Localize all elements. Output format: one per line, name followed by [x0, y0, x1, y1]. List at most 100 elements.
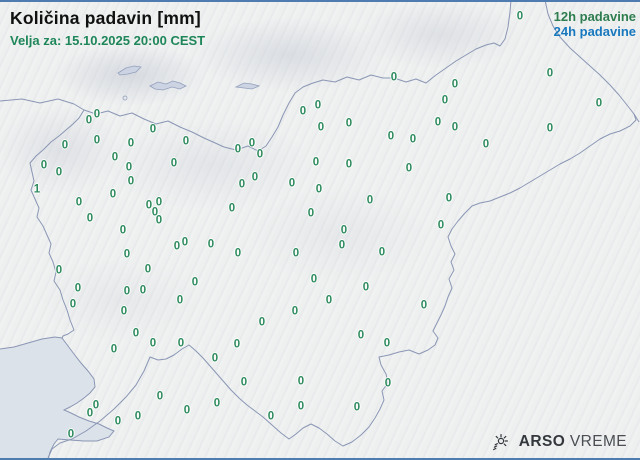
map-header: Količina padavin [mm] Velja za: 15.10.20… — [10, 8, 205, 48]
station-value: 0 — [207, 238, 215, 251]
station-value: 0 — [125, 161, 133, 174]
station-value: 0 — [387, 130, 395, 143]
station-value: 0 — [93, 108, 101, 121]
station-value: 0 — [149, 337, 157, 350]
station-value: 0 — [111, 151, 119, 164]
station-value: 0 — [191, 276, 199, 289]
station-value: 0 — [299, 105, 307, 118]
station-value: 0 — [307, 207, 315, 220]
station-value: 0 — [345, 158, 353, 171]
station-value: 0 — [134, 410, 142, 423]
station-value: 0 — [357, 329, 365, 342]
station-value: 0 — [85, 114, 93, 127]
station-value: 0 — [338, 239, 346, 252]
station-value: 0 — [451, 121, 459, 134]
station-value: 0 — [325, 294, 333, 307]
station-value: 0 — [211, 352, 219, 365]
station-value: 0 — [132, 327, 140, 340]
station-value: 0 — [345, 117, 353, 130]
station-value: 0 — [155, 214, 163, 227]
station-value: 0 — [127, 175, 135, 188]
station-value: 0 — [297, 400, 305, 413]
sun-rays-icon — [492, 433, 508, 451]
station-value: 0 — [69, 298, 77, 311]
station-value: 0 — [74, 282, 82, 295]
station-value: 0 — [86, 212, 94, 225]
station-value: 0 — [75, 196, 83, 209]
station-value: 0 — [55, 166, 63, 179]
station-value: 0 — [362, 281, 370, 294]
duration-toggle: 12h padavine 24h padavine — [554, 9, 636, 39]
station-value: 0 — [292, 247, 300, 260]
station-value: 0 — [445, 192, 453, 205]
station-value: 0 — [234, 143, 242, 156]
valid-time-label: Velja za: 15.10.2025 20:00 CEST — [10, 33, 206, 48]
station-value: 0 — [441, 94, 449, 107]
station-value: 0 — [390, 71, 398, 84]
station-value: 0 — [176, 294, 184, 307]
station-value: 0 — [420, 299, 428, 312]
station-value: 0 — [149, 123, 157, 136]
station-value: 0 — [109, 188, 117, 201]
station-value: 0 — [93, 134, 101, 147]
brand-product: VREME — [569, 433, 627, 450]
station-value: 0 — [378, 246, 386, 259]
page-title: Količina padavin [mm] — [10, 8, 201, 28]
station-value: 0 — [233, 338, 241, 351]
station-value: 0 — [173, 240, 181, 253]
station-value: 0 — [384, 377, 392, 390]
station-value: 0 — [61, 139, 69, 152]
station-value: 0 — [256, 148, 264, 161]
station-value: 0 — [120, 305, 128, 318]
station-value: 0 — [366, 194, 374, 207]
station-value: 0 — [213, 397, 221, 410]
station-value: 0 — [238, 178, 246, 191]
station-value: 0 — [110, 343, 118, 356]
station-value: 0 — [228, 202, 236, 215]
station-value: 0 — [127, 137, 135, 150]
station-value: 0 — [182, 135, 190, 148]
station-value: 0 — [248, 137, 256, 150]
station-value: 0 — [314, 99, 322, 112]
station-value: 0 — [144, 263, 152, 276]
station-value: 0 — [546, 67, 554, 80]
station-value: 0 — [297, 375, 305, 388]
station-value: 0 — [139, 284, 147, 297]
station-value: 0 — [55, 264, 63, 277]
station-value: 0 — [234, 247, 242, 260]
station-value: 0 — [181, 236, 189, 249]
station-value: 0 — [267, 410, 275, 423]
station-value: 0 — [114, 415, 122, 428]
station-value: 0 — [437, 219, 445, 232]
station-value: 0 — [123, 285, 131, 298]
station-value: 0 — [315, 183, 323, 196]
station-value: 0 — [123, 248, 131, 261]
station-value: 0 — [86, 407, 94, 420]
station-value: 0 — [92, 399, 100, 412]
station-value: 0 — [482, 138, 490, 151]
station-value: 0 — [409, 133, 417, 146]
station-value: 0 — [291, 305, 299, 318]
station-value: 0 — [451, 78, 459, 91]
station-value: 0 — [240, 376, 248, 389]
top-frame-line — [0, 0, 640, 2]
brand-text: ARSO VREME — [519, 433, 627, 451]
arso-vreme-logo: ARSO VREME — [490, 432, 627, 452]
station-value: 0 — [434, 116, 442, 129]
station-value: 0 — [595, 97, 603, 110]
brand-agency: ARSO — [518, 433, 566, 450]
station-value: 0 — [40, 159, 48, 172]
toggle-24h-link[interactable]: 24h padavine — [553, 24, 636, 39]
station-value: 0 — [288, 177, 296, 190]
station-value: 0 — [516, 10, 524, 23]
station-value: 0 — [67, 428, 75, 441]
station-value: 0 — [183, 404, 191, 417]
station-value: 0 — [119, 224, 127, 237]
toggle-12h-link[interactable]: 12h padavine — [553, 9, 636, 24]
station-value: 0 — [170, 157, 178, 170]
station-value: 1 — [33, 183, 41, 196]
station-value: 0 — [251, 171, 259, 184]
station-value: 0 — [177, 337, 185, 350]
